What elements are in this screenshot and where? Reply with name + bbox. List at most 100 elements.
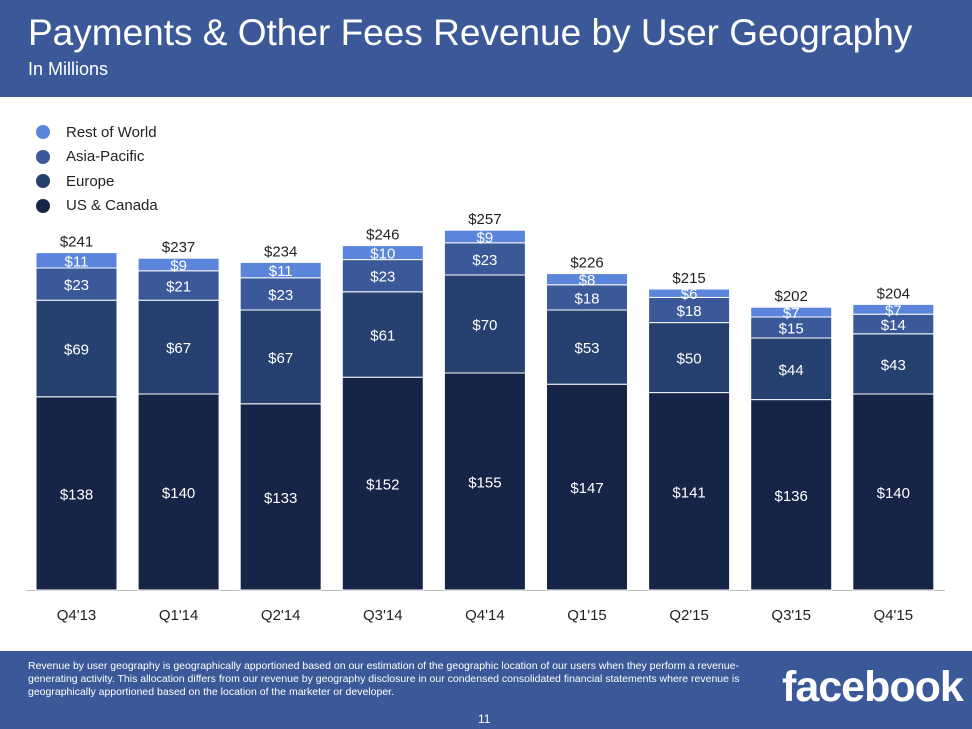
x-tick-label: Q2'15 (669, 607, 709, 624)
bar-segment (239, 261, 322, 279)
bar-segment (750, 399, 833, 591)
legend-label-europe: Europe (66, 172, 115, 190)
total-label: $237 (162, 239, 195, 256)
legend-item-europe: Europe (36, 169, 158, 194)
bar-segment (137, 270, 220, 301)
data-label: $21 (166, 279, 191, 296)
legend-swatch-europe (36, 174, 50, 189)
legend-item-rest-of-world: Rest of World (36, 120, 158, 145)
legend-swatch-asia-pacific (36, 149, 50, 164)
total-label: $241 (60, 234, 93, 251)
bar-segment (239, 403, 322, 591)
bar-segment (137, 257, 220, 272)
data-label: $6 (681, 286, 698, 303)
bar-segment (648, 322, 731, 394)
bar-segment (341, 259, 424, 293)
legend-swatch-rest-of-world (36, 125, 50, 140)
legend-item-asia-pacific: Asia-Pacific (36, 145, 158, 170)
total-label: $215 (672, 270, 705, 287)
bar-segment (239, 309, 322, 405)
data-label: $7 (783, 305, 800, 322)
data-label: $140 (877, 485, 910, 502)
bar-segment (35, 299, 118, 398)
data-label: $9 (477, 230, 494, 247)
data-label: $140 (162, 485, 195, 502)
bar-segment (546, 383, 628, 591)
bar-segment (443, 242, 526, 276)
bar-segment (648, 392, 731, 591)
data-label: $69 (64, 342, 89, 359)
bar-segment (239, 277, 322, 311)
data-label: $67 (166, 340, 191, 357)
data-label: $141 (672, 484, 705, 501)
bar-segment (137, 393, 220, 591)
stacked-bar-chart: $138 $69 $23 $11 $241 Q4'13 $140 $67 $21 $9 $237 Q1… (26, 211, 945, 624)
data-label: $10 (370, 246, 395, 263)
bar-segment (341, 245, 424, 261)
legend-label-asia-pacific: Asia-Pacific (66, 148, 145, 166)
x-tick-label: Q3'14 (363, 607, 403, 624)
x-tick-label: Q1'15 (567, 607, 607, 624)
data-label: $44 (779, 362, 804, 379)
data-label: $15 (779, 321, 804, 338)
data-label: $136 (775, 488, 808, 505)
data-label: $23 (64, 277, 89, 294)
x-tick-label: Q3'15 (771, 607, 811, 624)
bar-segment (443, 274, 526, 374)
page-title: Payments & Other Fees Revenue by User Ge… (28, 12, 913, 53)
total-label: $202 (775, 288, 808, 305)
data-label: $23 (472, 252, 497, 269)
data-label: $43 (881, 357, 906, 374)
bar-segment (546, 284, 628, 311)
total-label: $204 (877, 285, 910, 302)
total-label: $257 (468, 211, 501, 228)
data-label: $147 (570, 480, 603, 497)
data-label: $152 (366, 477, 399, 494)
data-label: $155 (468, 475, 501, 492)
bar-segment (443, 229, 526, 244)
bar-segment (341, 291, 424, 378)
total-label: $226 (570, 255, 603, 272)
footnote: Revenue by user geography is geographica… (28, 660, 740, 698)
data-label: $18 (677, 303, 702, 320)
page-number: 11 (478, 712, 491, 726)
data-label: $50 (677, 351, 702, 368)
data-label: $133 (264, 490, 297, 507)
bar-segment (750, 306, 833, 318)
legend-item-us-canada: US & Canada (36, 194, 158, 219)
data-label: $70 (472, 317, 497, 334)
x-tick-label: Q4'15 (874, 607, 914, 624)
data-label: $9 (170, 258, 187, 275)
bar-segment (35, 252, 118, 269)
bar-segment (852, 333, 935, 395)
data-label: $14 (881, 317, 906, 334)
bar-segment (546, 309, 628, 385)
data-label: $8 (579, 272, 596, 289)
x-tick-label: Q2'14 (261, 607, 301, 624)
data-label: $11 (65, 253, 89, 270)
data-label: $7 (885, 302, 902, 319)
footer-bar: Revenue by user geography is geographica… (0, 651, 972, 729)
page-subtitle: In Millions (28, 59, 109, 79)
x-tick-label: Q4'14 (465, 607, 505, 624)
data-label: $61 (370, 328, 395, 345)
bar-segment (137, 299, 220, 395)
total-label: $246 (366, 227, 399, 244)
bar-segment (35, 396, 118, 591)
bar-segment (443, 372, 526, 591)
data-label: $18 (574, 290, 599, 307)
bar-segment (852, 303, 935, 315)
data-label: $11 (269, 263, 293, 280)
data-label: $67 (268, 350, 293, 367)
data-label: $138 (60, 486, 93, 503)
bar-segment (750, 337, 833, 401)
data-label: $23 (268, 287, 293, 304)
chart-legend: Rest of World Asia-Pacific Europe US & C… (36, 120, 158, 218)
bar-segment (546, 273, 628, 286)
facebook-logo: facebook (782, 663, 964, 711)
legend-label-rest-of-world: Rest of World (66, 123, 157, 141)
bar-segment (648, 288, 731, 298)
x-tick-label: Q1'14 (159, 607, 199, 624)
bar-segment (341, 376, 424, 591)
bar-segment (648, 296, 731, 324)
